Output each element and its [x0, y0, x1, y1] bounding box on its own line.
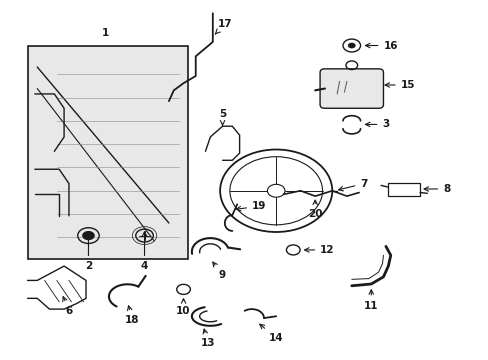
- Text: 13: 13: [200, 329, 215, 348]
- Text: 20: 20: [307, 200, 322, 219]
- Text: 6: 6: [62, 297, 72, 316]
- Circle shape: [82, 231, 95, 240]
- Text: 16: 16: [365, 41, 397, 50]
- Text: 18: 18: [125, 306, 139, 325]
- Text: 2: 2: [84, 232, 92, 271]
- Text: 10: 10: [176, 299, 190, 316]
- Text: 4: 4: [141, 232, 148, 271]
- Text: 5: 5: [219, 109, 226, 125]
- Text: 19: 19: [236, 201, 266, 211]
- Text: 8: 8: [423, 184, 449, 194]
- Text: 14: 14: [259, 324, 283, 343]
- Text: 17: 17: [215, 19, 232, 34]
- Text: 1: 1: [102, 28, 109, 38]
- Bar: [27, 45, 188, 259]
- Text: 12: 12: [304, 245, 334, 255]
- Text: 15: 15: [384, 80, 414, 90]
- Text: 9: 9: [212, 262, 225, 280]
- Text: 11: 11: [363, 290, 378, 311]
- Bar: [387, 183, 419, 196]
- Text: 7: 7: [338, 179, 367, 191]
- Text: 3: 3: [365, 120, 389, 129]
- FancyBboxPatch shape: [320, 69, 383, 108]
- Circle shape: [347, 42, 355, 48]
